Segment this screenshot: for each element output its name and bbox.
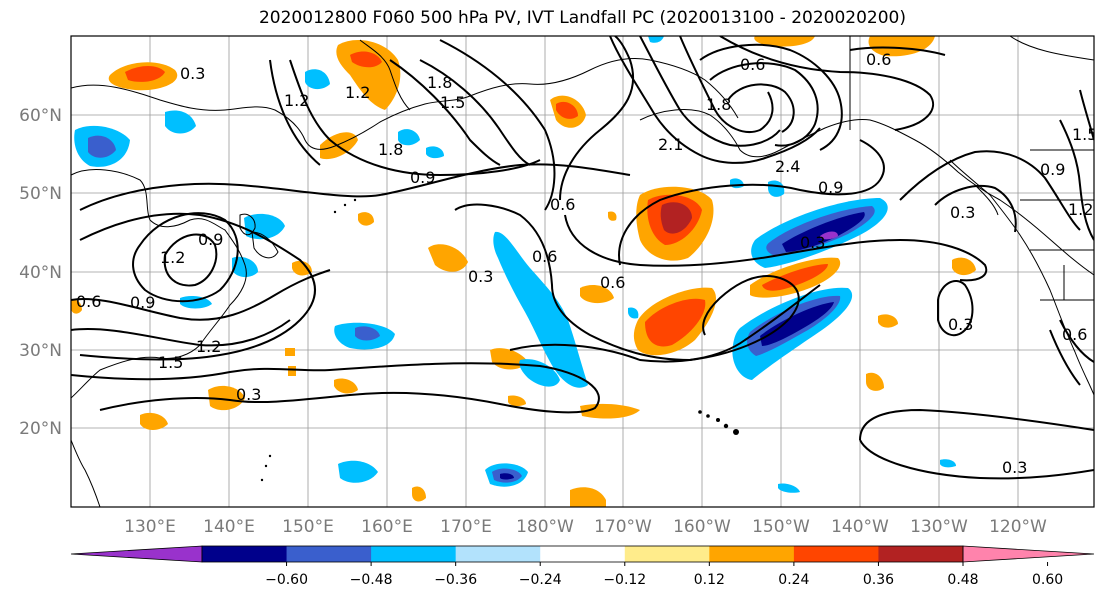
- latitude-labels: 60°N 50°N 40°N 30°N 20°N: [19, 106, 62, 439]
- contour-label: 0.6: [76, 292, 101, 311]
- contour-label: 2.4: [775, 157, 800, 176]
- contour-label: 0.9: [198, 230, 223, 249]
- islands: [260, 198, 739, 482]
- contour-label: 1.2: [160, 248, 185, 267]
- colorbar-bin: [455, 546, 541, 562]
- contour-label: 0.3: [180, 64, 205, 83]
- colorbar-bin: [793, 546, 879, 562]
- contour-label: 1.2: [284, 91, 309, 110]
- colorbar-tick-label: −0.12: [603, 572, 646, 588]
- lon-label: 160°W: [673, 517, 731, 537]
- colorbar-tick-label: −0.36: [434, 572, 477, 588]
- lon-label: 170°W: [594, 517, 652, 537]
- contour-label: 0.6: [550, 195, 575, 214]
- contour-labels: 0.3 0.6 1.2 1.2 1.8 1.5 1.8 0.9 0.6 0.6 …: [76, 50, 1097, 477]
- colorbar-bin: [371, 546, 457, 562]
- contour-label: 1.2: [345, 83, 370, 102]
- colorbar-tick-label: −0.24: [519, 572, 562, 588]
- contour-label: 1.5: [440, 93, 465, 112]
- contour-label: 1.2: [1068, 200, 1093, 219]
- lat-label: 20°N: [19, 419, 62, 439]
- colorbar-bin: [709, 546, 795, 562]
- contour-label: 0.3: [1002, 458, 1027, 477]
- colorbar-tick-label: 0.12: [694, 572, 725, 588]
- longitude-labels: 130°E 140°E 150°E 160°E 170°E 180°W 170°…: [124, 517, 1047, 537]
- lat-label: 30°N: [19, 341, 62, 361]
- lon-label: 130°E: [124, 517, 176, 537]
- contour-label: 0.3: [236, 385, 261, 404]
- contour-label: 0.6: [600, 273, 625, 292]
- ivt-contours: [71, 36, 1094, 480]
- colorbar-tick-label: −0.48: [350, 572, 393, 588]
- map-area: [71, 36, 1094, 507]
- contour-label: 0.9: [1040, 160, 1065, 179]
- colorbar-bin: [624, 546, 710, 562]
- contour-label: 1.8: [427, 73, 452, 92]
- colorbar-tick-label: 0.24: [778, 572, 809, 588]
- contour-label: 0.3: [948, 315, 973, 334]
- contour-label: 0.3: [800, 233, 825, 252]
- colorbar-bin: [286, 546, 372, 562]
- contour-label: 0.9: [410, 168, 435, 187]
- lon-label: 160°E: [361, 517, 413, 537]
- lat-label: 60°N: [19, 106, 62, 126]
- contour-label: 0.3: [950, 203, 975, 222]
- colorbar-bin: [540, 546, 626, 562]
- contour-label: 1.5: [1072, 125, 1097, 144]
- colorbar-tick-label: 0.60: [1032, 572, 1063, 588]
- colorbar-bin: [202, 546, 288, 562]
- pv-positive-shading: [71, 36, 976, 507]
- colorbar-tick-label: 0.48: [947, 572, 978, 588]
- colorbar-outline: [201, 545, 964, 563]
- colorbar-tick-label: −0.60: [265, 572, 308, 588]
- colorbar: −0.60 −0.48 −0.36 −0.24 −0.12 0.12 0.24 0.36 0.4…: [70, 545, 1095, 588]
- lat-label: 50°N: [19, 184, 62, 204]
- lon-label: 140°W: [831, 517, 889, 537]
- colorbar-extend-min: [70, 545, 203, 563]
- contour-label: 1.5: [158, 353, 183, 372]
- contour-label: 0.6: [532, 247, 557, 266]
- colorbar-extend-max: [962, 545, 1095, 563]
- pv-negative-shading: [74, 36, 956, 493]
- lon-label: 180°W: [516, 517, 574, 537]
- coastlines: [71, 36, 1094, 507]
- contour-label: 0.9: [818, 178, 843, 197]
- contour-label: 0.6: [740, 55, 765, 74]
- lon-label: 150°E: [282, 517, 334, 537]
- contour-label: 0.6: [866, 50, 891, 69]
- lon-label: 150°W: [752, 517, 810, 537]
- contour-label: 2.1: [658, 135, 683, 154]
- contour-label: 0.3: [468, 267, 493, 286]
- contour-label: 0.9: [130, 293, 155, 312]
- map-title: 2020012800 F060 500 hPa PV, IVT Landfall…: [258, 8, 906, 28]
- lon-label: 140°E: [203, 517, 255, 537]
- contour-label: 1.8: [706, 95, 731, 114]
- contour-label: 0.6: [1062, 325, 1087, 344]
- lat-label: 40°N: [19, 263, 62, 283]
- colorbar-bin: [878, 546, 964, 562]
- colorbar-tick-label: 0.36: [863, 572, 894, 588]
- map-frame: [70, 35, 1095, 508]
- contour-label: 1.2: [196, 337, 221, 356]
- lon-label: 170°E: [440, 517, 492, 537]
- contour-label: 1.8: [378, 140, 403, 159]
- lon-label: 120°W: [989, 517, 1047, 537]
- lon-label: 130°W: [910, 517, 968, 537]
